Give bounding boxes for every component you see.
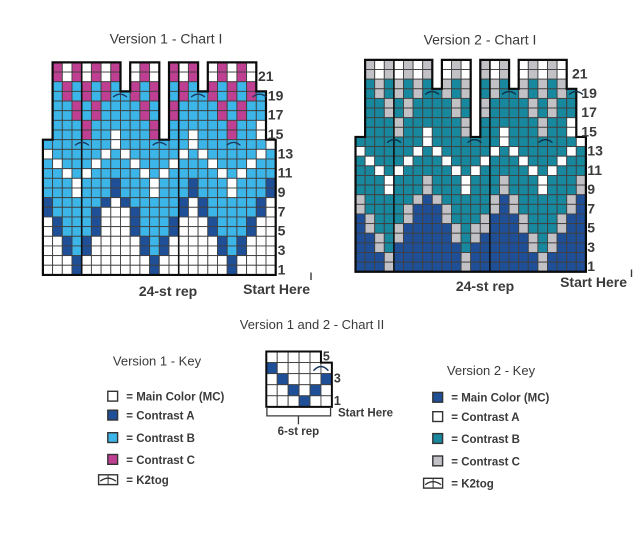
svg-text:= K2tog: = K2tog xyxy=(126,475,169,487)
svg-text:Version 1 and 2 - Chart II: Version 1 and 2 - Chart II xyxy=(240,317,385,332)
svg-text:= Contrast C: = Contrast C xyxy=(451,456,520,468)
svg-text:19: 19 xyxy=(581,85,597,101)
svg-text:= Contrast A: = Contrast A xyxy=(126,411,194,423)
svg-text:7: 7 xyxy=(587,200,595,216)
svg-text:15: 15 xyxy=(268,126,284,142)
svg-text:6-st rep: 6-st rep xyxy=(278,426,320,438)
svg-text:15: 15 xyxy=(581,123,597,139)
svg-text:24-st rep: 24-st rep xyxy=(139,283,197,299)
svg-text:5: 5 xyxy=(323,350,330,364)
svg-text:Version 1 - Key: Version 1 - Key xyxy=(113,354,202,369)
svg-text:= Main Color (MC): = Main Color (MC) xyxy=(126,392,224,404)
svg-text:3: 3 xyxy=(278,242,286,258)
svg-text:19: 19 xyxy=(268,87,284,103)
svg-text:= Contrast A: = Contrast A xyxy=(451,412,519,424)
svg-text:1: 1 xyxy=(587,258,595,274)
svg-text:17: 17 xyxy=(581,104,597,120)
svg-text:5: 5 xyxy=(587,220,595,236)
svg-text:21: 21 xyxy=(258,68,274,84)
svg-text:= Main Color (MC): = Main Color (MC) xyxy=(451,393,549,405)
svg-text:3: 3 xyxy=(587,239,595,255)
svg-text:13: 13 xyxy=(587,143,603,159)
svg-text:9: 9 xyxy=(278,184,286,200)
svg-text:17: 17 xyxy=(268,107,284,123)
svg-text:7: 7 xyxy=(278,203,286,219)
svg-text:= Contrast B: = Contrast B xyxy=(126,433,195,445)
svg-text:11: 11 xyxy=(278,165,293,181)
svg-text:1: 1 xyxy=(278,261,286,277)
svg-text:1: 1 xyxy=(334,394,341,408)
svg-text:21: 21 xyxy=(572,66,588,82)
svg-text:Start Here: Start Here xyxy=(560,274,627,290)
svg-text:Start Here: Start Here xyxy=(338,408,393,420)
svg-text:= Contrast C: = Contrast C xyxy=(126,455,195,467)
svg-text:= Contrast B: = Contrast B xyxy=(451,434,520,446)
svg-text:13: 13 xyxy=(278,145,294,161)
svg-text:5: 5 xyxy=(278,223,286,239)
svg-text:24-st rep: 24-st rep xyxy=(456,278,514,294)
svg-text:= K2tog: = K2tog xyxy=(451,479,494,491)
svg-text:3: 3 xyxy=(334,372,341,386)
svg-text:9: 9 xyxy=(587,181,595,197)
svg-text:Start Here: Start Here xyxy=(243,281,310,297)
svg-text:Version 2 - Key: Version 2 - Key xyxy=(447,363,536,378)
svg-text:11: 11 xyxy=(587,162,602,178)
svg-text:Version 1 - Chart I: Version 1 - Chart I xyxy=(110,31,223,47)
svg-text:Version 2 - Chart I: Version 2 - Chart I xyxy=(424,32,537,48)
